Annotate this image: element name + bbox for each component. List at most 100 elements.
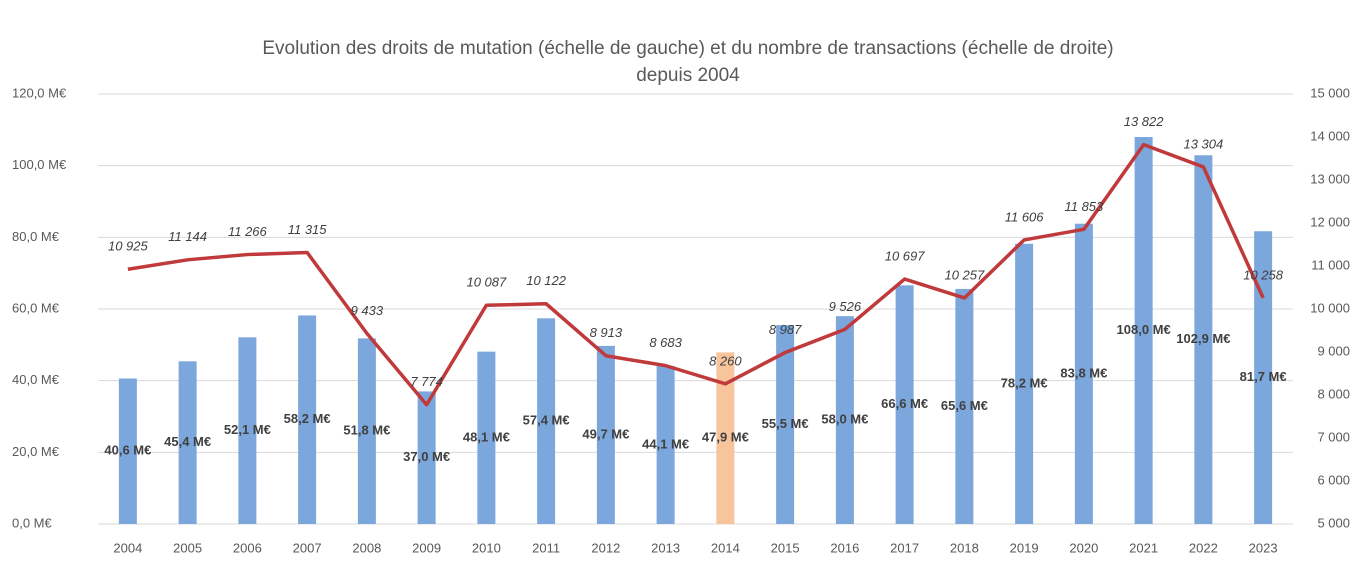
y2-tick-label: 5 000 [1317, 515, 1350, 530]
data-label: 7 774 [410, 374, 443, 389]
y-tick-label: 120,0 M€ [12, 85, 67, 100]
data-label: 13 822 [1124, 114, 1165, 129]
bar [1015, 243, 1034, 525]
bar [656, 365, 675, 524]
data-label: 8 683 [649, 335, 682, 350]
data-label: 13 304 [1183, 136, 1223, 151]
y-tick-label: 0,0 M€ [12, 515, 53, 530]
data-label: 8 913 [590, 325, 623, 340]
data-label: 11 606 [1005, 209, 1045, 224]
bar [835, 316, 854, 524]
data-label: 8 260 [709, 353, 742, 368]
x-tick-label: 2020 [1069, 540, 1098, 555]
y2-tick-label: 8 000 [1317, 386, 1350, 401]
data-label: 57,4 M€ [523, 413, 570, 428]
line [127, 142, 1265, 407]
data-label: 81,7 M€ [1240, 369, 1287, 384]
y2-tick-label: 9 000 [1317, 343, 1350, 358]
x-tick-label: 2013 [651, 540, 680, 555]
bar [178, 361, 197, 524]
x-tick-label: 2009 [412, 540, 441, 555]
bar [298, 315, 317, 524]
data-label: 11 266 [228, 224, 268, 239]
bar [776, 325, 795, 524]
data-label: 52,1 M€ [224, 422, 271, 437]
bar [238, 337, 257, 524]
x-tick-label: 2021 [1129, 540, 1158, 555]
data-label: 55,5 M€ [762, 416, 809, 431]
bar [1194, 155, 1213, 524]
y2-tick-label: 10 000 [1310, 300, 1350, 315]
x-tick-label: 2006 [233, 540, 262, 555]
y-tick-label: 60,0 M€ [12, 300, 60, 315]
data-label: 66,6 M€ [881, 396, 928, 411]
x-tick-label: 2017 [890, 540, 919, 555]
x-tick-label: 2015 [771, 540, 800, 555]
data-label: 9 526 [829, 299, 862, 314]
y-tick-label: 80,0 M€ [12, 229, 60, 244]
bar [1134, 137, 1153, 524]
data-label: 8 987 [769, 322, 802, 337]
y-tick-label: 20,0 M€ [12, 444, 60, 459]
data-label: 102,9 M€ [1176, 331, 1230, 346]
x-tick-label: 2016 [830, 540, 859, 555]
y2-tick-label: 6 000 [1317, 472, 1350, 487]
y2-tick-label: 13 000 [1310, 171, 1350, 186]
y2-tick-label: 7 000 [1317, 429, 1350, 444]
data-label: 10 697 [885, 248, 926, 263]
x-tick-label: 2022 [1189, 540, 1218, 555]
data-label: 83,8 M€ [1060, 365, 1107, 380]
y-tick-label: 40,0 M€ [12, 372, 60, 387]
x-tick-label: 2008 [352, 540, 381, 555]
x-tick-label: 2019 [1010, 540, 1039, 555]
data-label: 40,6 M€ [104, 443, 151, 458]
x-tick-label: 2007 [293, 540, 322, 555]
x-tick-label: 2018 [950, 540, 979, 555]
x-tick-label: 2014 [711, 540, 740, 555]
data-label: 65,6 M€ [941, 398, 988, 413]
y2-tick-label: 12 000 [1310, 214, 1350, 229]
bar [1254, 231, 1273, 524]
data-label: 11 144 [168, 229, 207, 244]
x-tick-label: 2004 [113, 540, 142, 555]
chart-title: Evolution des droits de mutation (échell… [262, 38, 1113, 59]
bar [955, 288, 974, 524]
data-label: 45,4 M€ [164, 434, 211, 449]
data-label: 58,0 M€ [821, 412, 868, 427]
data-label: 48,1 M€ [463, 429, 510, 444]
x-tick-label: 2005 [173, 540, 202, 555]
data-label: 108,0 M€ [1117, 322, 1171, 337]
y-tick-label: 100,0 M€ [12, 157, 67, 172]
data-label: 47,9 M€ [702, 430, 749, 445]
y2-tick-label: 15 000 [1310, 85, 1350, 100]
bar [1074, 223, 1093, 524]
data-label: 10 925 [108, 239, 149, 254]
bar [895, 285, 914, 524]
y2-tick-label: 11 000 [1311, 257, 1350, 272]
data-label: 10 087 [466, 275, 507, 290]
data-label: 49,7 M€ [582, 426, 629, 441]
data-label: 10 258 [1243, 267, 1284, 282]
data-label: 11 853 [1064, 199, 1104, 214]
data-label: 10 257 [944, 267, 985, 282]
bar [716, 352, 735, 524]
chart-title: depuis 2004 [636, 65, 740, 86]
x-tick-label: 2023 [1249, 540, 1278, 555]
data-label: 44,1 M€ [642, 436, 689, 451]
data-label: 51,8 M€ [343, 423, 390, 438]
data-label: 37,0 M€ [403, 449, 450, 464]
data-label: 10 122 [526, 273, 567, 288]
bar [477, 351, 496, 524]
x-tick-label: 2011 [532, 540, 560, 555]
data-label: 9 433 [351, 303, 384, 318]
bar [357, 338, 376, 524]
bar [118, 378, 137, 524]
bar [596, 345, 615, 524]
x-tick-label: 2012 [591, 540, 620, 555]
bar [537, 318, 556, 524]
bar [417, 391, 436, 524]
data-label: 78,2 M€ [1001, 375, 1048, 390]
y2-tick-label: 14 000 [1310, 128, 1350, 143]
x-tick-label: 2010 [472, 540, 501, 555]
